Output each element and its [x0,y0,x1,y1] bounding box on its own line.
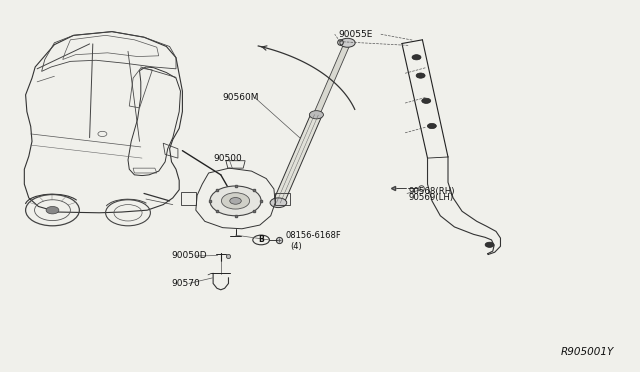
Text: 90055E: 90055E [338,30,372,39]
Text: 90050D: 90050D [172,251,207,260]
Text: R905001Y: R905001Y [561,347,614,357]
Circle shape [270,198,287,208]
Circle shape [210,186,261,216]
Text: 90560M: 90560M [223,93,259,102]
Text: 90569(LH): 90569(LH) [408,193,454,202]
Circle shape [230,198,241,204]
Text: (4): (4) [291,242,302,251]
Circle shape [412,55,421,60]
Polygon shape [314,42,351,115]
Text: 90500: 90500 [213,154,242,163]
Circle shape [221,193,250,209]
Circle shape [416,73,425,78]
Text: B: B [259,235,264,244]
Circle shape [428,124,436,129]
Circle shape [340,38,355,47]
Circle shape [309,111,323,119]
Text: 90570: 90570 [172,279,200,288]
Circle shape [485,242,494,247]
Text: 08156-6168F: 08156-6168F [285,231,341,240]
Text: 90568(RH): 90568(RH) [408,187,455,196]
Circle shape [422,98,431,103]
Circle shape [46,206,59,214]
Polygon shape [273,114,322,203]
